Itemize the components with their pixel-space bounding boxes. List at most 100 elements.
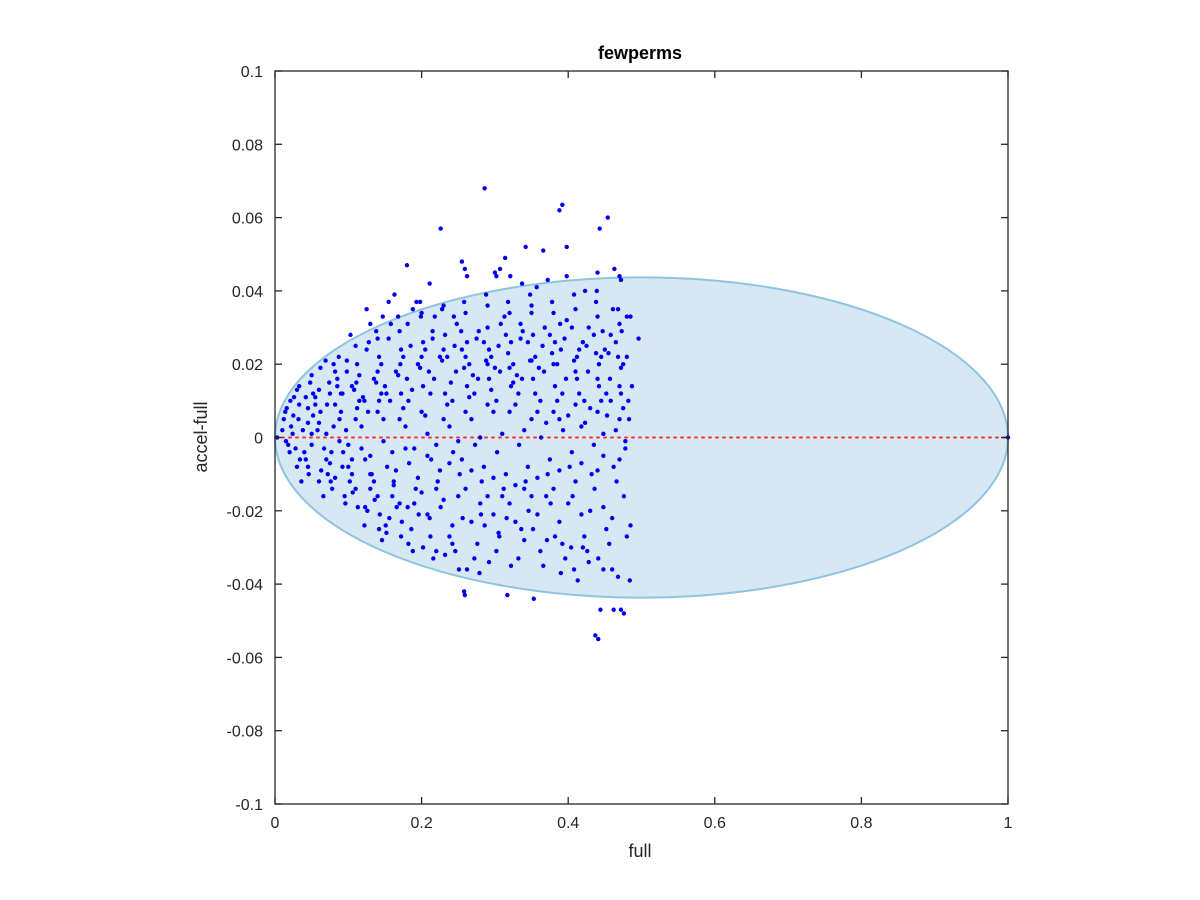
data-point [452, 343, 457, 349]
data-point [296, 383, 302, 389]
data-point [482, 186, 487, 191]
data-point [327, 391, 333, 396]
data-point [428, 457, 434, 462]
data-point [615, 574, 621, 579]
data-point [519, 281, 525, 286]
data-point [489, 387, 494, 393]
data-point [544, 537, 550, 543]
data-point [523, 244, 528, 250]
data-point [445, 354, 450, 360]
data-point [591, 442, 597, 448]
data-point [393, 369, 399, 374]
data-point [494, 398, 499, 404]
data-point [617, 321, 622, 327]
data-point [470, 372, 476, 378]
data-point [456, 567, 462, 572]
data-point [593, 299, 599, 305]
data-point [447, 460, 452, 466]
data-point [391, 479, 396, 484]
data-point [305, 405, 311, 411]
data-point [313, 394, 318, 400]
data-point [351, 387, 357, 393]
data-point [609, 515, 615, 521]
x-tick-label: 0.4 [557, 815, 579, 832]
data-point [375, 336, 380, 341]
data-point [557, 416, 562, 422]
data-point [507, 409, 512, 415]
data-point [595, 270, 600, 275]
data-point [290, 431, 295, 437]
data-point [425, 453, 430, 459]
data-point [349, 383, 355, 389]
data-point [617, 457, 622, 462]
data-point [441, 303, 446, 308]
data-point [329, 449, 334, 455]
data-point [613, 427, 619, 433]
data-point [280, 427, 285, 433]
data-point [281, 416, 286, 422]
data-point [460, 515, 465, 521]
data-point [337, 416, 342, 422]
x-tick-label: 0.8 [850, 815, 872, 832]
data-point [323, 358, 328, 363]
data-point [417, 299, 423, 305]
data-point [557, 519, 562, 524]
data-point [423, 347, 428, 352]
data-point [573, 479, 578, 484]
data-point [467, 394, 472, 400]
data-point [405, 321, 410, 327]
data-point [477, 570, 482, 576]
data-point [601, 431, 606, 437]
data-point [459, 259, 465, 264]
data-point [373, 329, 379, 334]
data-point [618, 391, 624, 396]
data-point [362, 523, 367, 528]
data-point [626, 398, 631, 404]
data-point [393, 468, 399, 473]
data-point [593, 351, 599, 356]
data-point [611, 607, 616, 612]
data-point [406, 398, 411, 404]
data-point [321, 493, 326, 499]
data-point [419, 490, 424, 495]
data-point [558, 347, 564, 352]
data-point [482, 523, 487, 528]
data-point [618, 607, 624, 612]
data-point [582, 534, 587, 539]
data-point [481, 340, 487, 345]
data-point [529, 493, 534, 499]
data-point [485, 402, 490, 407]
data-point [571, 567, 577, 572]
data-point [283, 438, 289, 444]
data-point [522, 486, 527, 492]
data-point [486, 376, 492, 382]
data-point [448, 380, 454, 385]
y-tick-label: -0.08 [227, 724, 264, 741]
data-point [439, 307, 445, 312]
data-point [296, 416, 301, 422]
data-point [423, 413, 428, 418]
data-point [425, 431, 430, 437]
data-point [434, 548, 439, 554]
data-point [445, 402, 450, 407]
data-point [303, 394, 308, 400]
data-point [376, 354, 382, 360]
data-point [523, 479, 528, 484]
data-point [613, 340, 619, 345]
data-point [394, 504, 399, 510]
data-point [441, 347, 446, 352]
data-point [354, 405, 360, 411]
data-point [397, 329, 402, 334]
data-point [442, 552, 448, 557]
data-point [514, 372, 520, 378]
data-point [485, 493, 490, 499]
data-point [437, 468, 443, 473]
data-point [309, 431, 314, 437]
data-point [478, 512, 484, 517]
data-point [419, 310, 424, 316]
data-point [475, 541, 480, 546]
data-point [463, 310, 468, 316]
data-point [584, 343, 589, 349]
data-point [489, 354, 494, 360]
x-tick-label: 0 [271, 815, 280, 832]
